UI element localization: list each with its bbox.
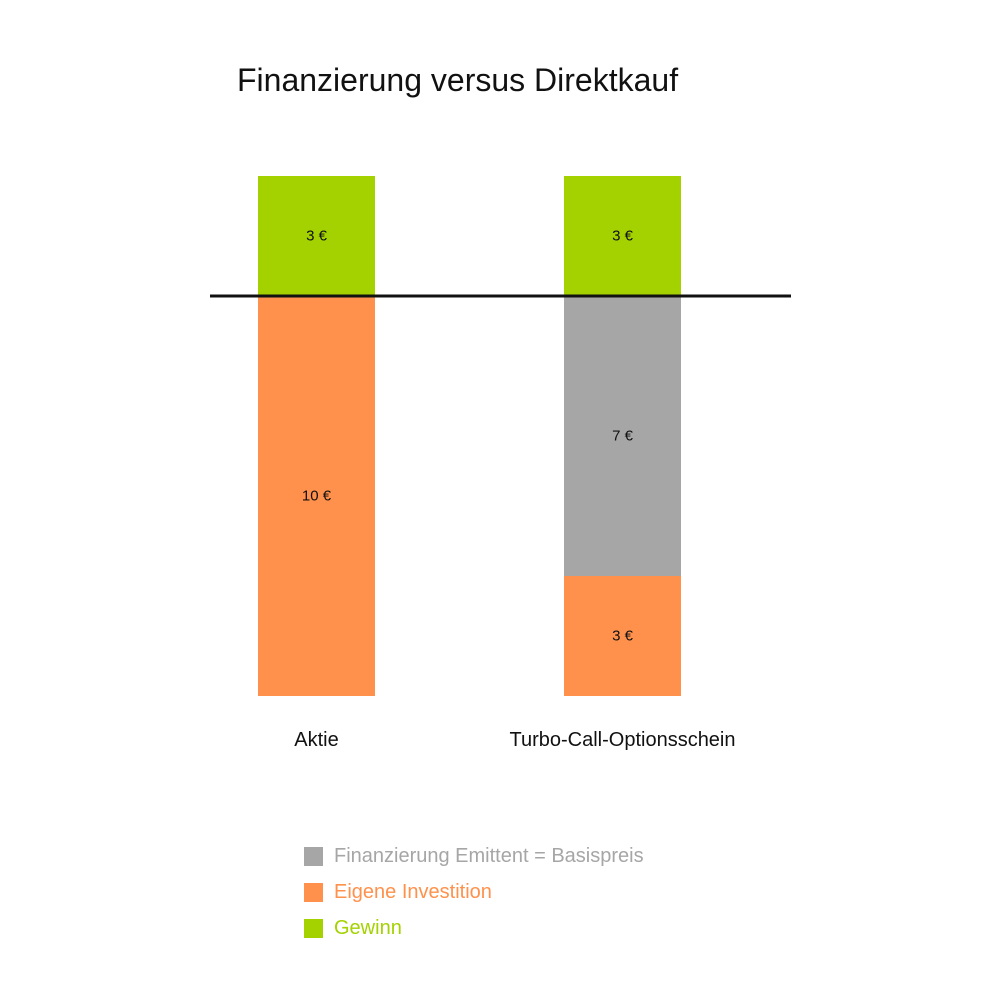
legend-item-financing: Finanzierung Emittent = Basispreis (304, 838, 644, 874)
eigene-investition-bar-turbo-call-optionsschein-label: 3 € (612, 628, 634, 645)
eigene-investition-bar-aktie-label: 10 € (302, 488, 332, 505)
legend-swatch-financing (304, 847, 323, 866)
legend-label-profit: Gewinn (334, 917, 402, 940)
finanzierung-emittent-basispreis-bar-turbo-call-optionsschein-label: 7 € (612, 428, 634, 445)
legend-label-investment: Eigene Investition (334, 881, 492, 904)
category-label-aktie: Aktie (294, 729, 338, 751)
gewinn-bar-turbo-call-optionsschein-label: 3 € (612, 228, 634, 245)
gewinn-bar-aktie-label: 3 € (306, 228, 328, 245)
legend-item-investment: Eigene Investition (304, 874, 644, 910)
chart-legend: Finanzierung Emittent = Basispreis Eigen… (304, 838, 644, 946)
legend-item-profit: Gewinn (304, 910, 644, 946)
category-label-turbo-call-optionsschein: Turbo-Call-Optionsschein (509, 729, 735, 751)
legend-label-financing: Finanzierung Emittent = Basispreis (334, 845, 644, 868)
legend-swatch-investment (304, 883, 323, 902)
legend-swatch-profit (304, 919, 323, 938)
